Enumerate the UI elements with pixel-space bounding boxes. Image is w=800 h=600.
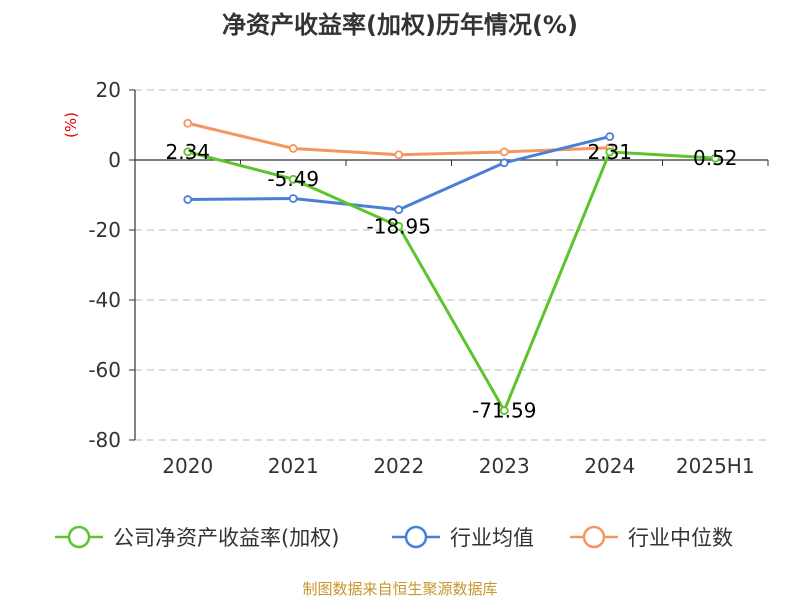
series-point-2 (499, 147, 509, 157)
data-labels: 2.34 -5.49 -18.95 -71.59 2.31 0.52 (165, 140, 737, 423)
series-point-1 (288, 194, 298, 203)
legend: 公司净资产收益率(加权) 行业均值 行业中位数 (55, 525, 733, 550)
chart-title: 净资产收益率(加权)历年情况(%) (222, 11, 578, 39)
legend-marker (67, 525, 91, 549)
y-tick-label: -60 (88, 358, 121, 382)
x-tick-label: 2024 (584, 454, 635, 478)
x-tick-label: 2025H1 (676, 454, 755, 478)
x-tick-label: 2022 (373, 454, 424, 478)
legend-marker (582, 525, 606, 549)
series-line-2 (187, 121, 610, 157)
y-axis-unit: (%) (62, 112, 80, 138)
series-point-0 (710, 153, 720, 163)
y-tick-labels: 20 0 -20 -40 -60 -80 (88, 78, 121, 452)
series-point-1 (183, 195, 193, 204)
series-point-0 (605, 147, 615, 157)
grid-lines (129, 89, 768, 441)
series-point-0 (288, 174, 298, 184)
data-label: -71.59 (472, 399, 536, 423)
x-tick-label: 2021 (268, 454, 319, 478)
series-point-1 (605, 132, 615, 141)
x-tick-label: 2020 (162, 454, 213, 478)
data-label: -18.95 (367, 214, 431, 238)
series-point-0 (499, 406, 509, 415)
series-point-2 (394, 150, 404, 160)
series-point-0 (394, 221, 404, 231)
data-label: 2.34 (165, 140, 210, 164)
series-point-2 (183, 118, 193, 128)
y-tick-label: 0 (108, 148, 121, 172)
y-tick-label: -80 (88, 428, 121, 452)
series-line-1 (187, 135, 611, 212)
series-point-1 (499, 158, 509, 168)
data-label: 0.52 (693, 146, 738, 170)
legend-label: 行业均值 (450, 526, 534, 550)
x-tick-labels: 2020 2021 2022 2023 2024 2025H1 (162, 454, 754, 478)
series-point-0 (183, 147, 193, 157)
y-tick-label: 20 (96, 78, 121, 102)
data-label: -5.49 (267, 167, 319, 191)
data-label: 2.31 (587, 140, 632, 164)
series-point-1 (394, 205, 404, 215)
series-line-0 (187, 150, 716, 413)
x-tick-label: 2023 (479, 454, 530, 478)
legend-label: 公司净资产收益率(加权) (113, 526, 339, 550)
legend-marker (404, 525, 428, 549)
source-note: 制图数据来自恒生聚源数据库 (302, 580, 497, 598)
legend-label: 行业中位数 (628, 526, 733, 550)
series-layer (183, 118, 720, 415)
y-tick-label: -40 (88, 288, 121, 312)
series-point-2 (288, 144, 298, 153)
y-tick-label: -20 (88, 218, 121, 242)
axes (134, 90, 769, 440)
